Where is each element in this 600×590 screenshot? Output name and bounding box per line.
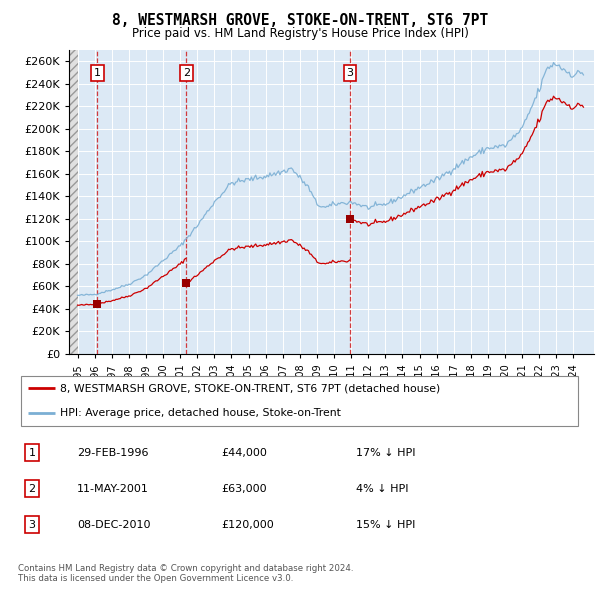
Text: 1: 1 [29, 448, 35, 457]
Text: 3: 3 [29, 520, 35, 530]
Text: 3: 3 [346, 68, 353, 78]
Text: 8, WESTMARSH GROVE, STOKE-ON-TRENT, ST6 7PT: 8, WESTMARSH GROVE, STOKE-ON-TRENT, ST6 … [112, 13, 488, 28]
Text: 2: 2 [29, 484, 35, 494]
FancyBboxPatch shape [21, 376, 578, 425]
Text: £63,000: £63,000 [221, 484, 266, 494]
Text: 15% ↓ HPI: 15% ↓ HPI [356, 520, 416, 530]
Text: 29-FEB-1996: 29-FEB-1996 [77, 448, 149, 457]
Text: 08-DEC-2010: 08-DEC-2010 [77, 520, 151, 530]
Text: £44,000: £44,000 [221, 448, 267, 457]
Text: 1: 1 [94, 68, 101, 78]
Text: 2: 2 [183, 68, 190, 78]
Text: 11-MAY-2001: 11-MAY-2001 [77, 484, 149, 494]
Text: 8, WESTMARSH GROVE, STOKE-ON-TRENT, ST6 7PT (detached house): 8, WESTMARSH GROVE, STOKE-ON-TRENT, ST6 … [60, 383, 440, 393]
Text: £120,000: £120,000 [221, 520, 274, 530]
Text: HPI: Average price, detached house, Stoke-on-Trent: HPI: Average price, detached house, Stok… [60, 408, 341, 418]
Text: Contains HM Land Registry data © Crown copyright and database right 2024.
This d: Contains HM Land Registry data © Crown c… [18, 563, 353, 583]
Bar [69, 50, 77, 354]
Text: Price paid vs. HM Land Registry's House Price Index (HPI): Price paid vs. HM Land Registry's House … [131, 27, 469, 40]
Text: 4% ↓ HPI: 4% ↓ HPI [356, 484, 409, 494]
Text: 17% ↓ HPI: 17% ↓ HPI [356, 448, 416, 457]
